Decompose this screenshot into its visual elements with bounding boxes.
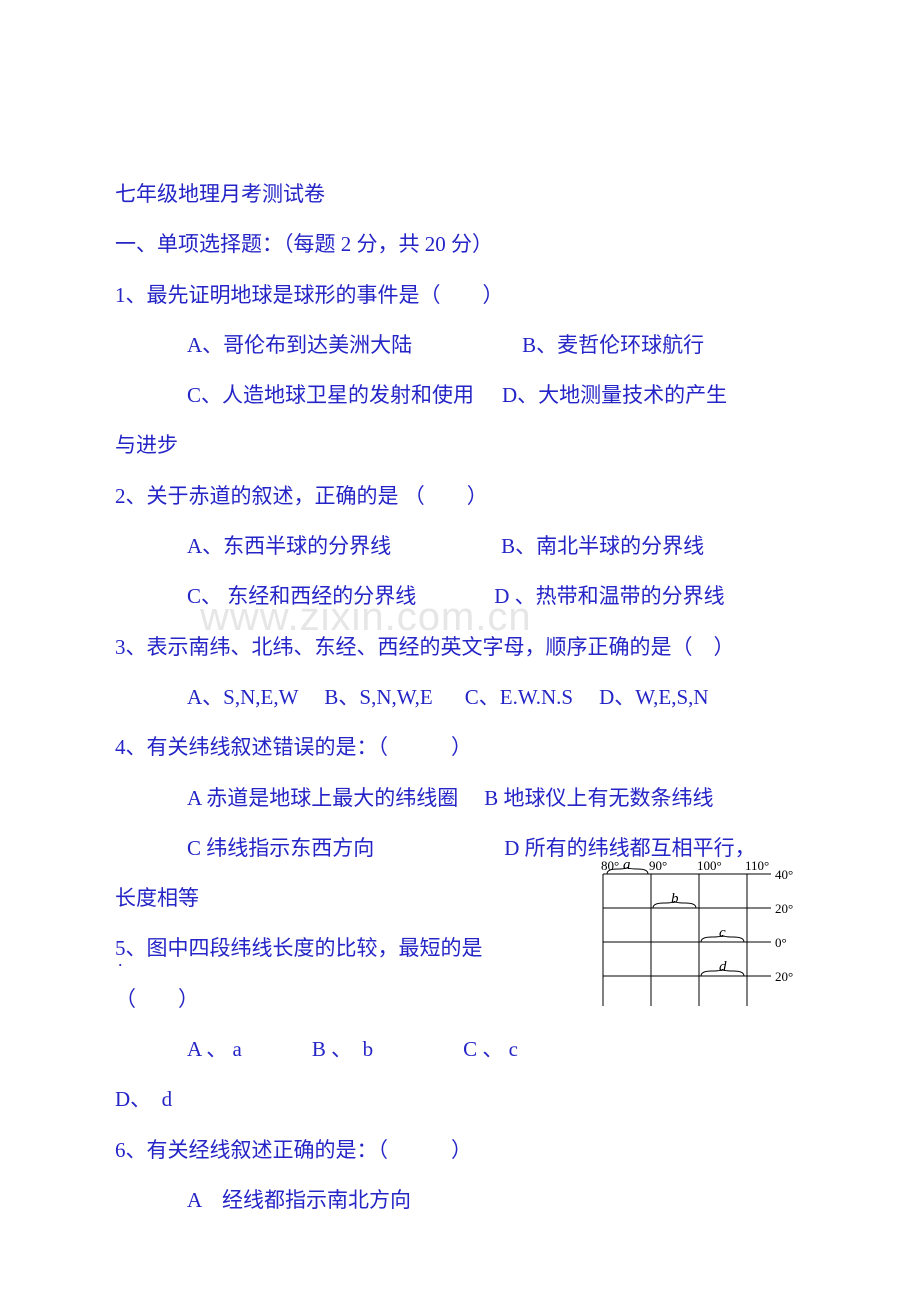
q5-option-d: D、 d	[115, 1075, 805, 1123]
q4-stem: 4、有关纬线叙述错误的是：（ ）	[115, 723, 805, 771]
q4-option-d: D 所有的纬线都互相平行，	[504, 836, 755, 860]
q3-stem: 3、表示南纬、北纬、东经、西经的英文字母，顺序正确的是（ ）	[115, 623, 805, 671]
section-heading: 一、单项选择题：（每题 2 分，共 20 分）	[115, 220, 805, 268]
q2-stem: 2、关于赤道的叙述，正确的是 （ ）	[115, 472, 805, 520]
q4-option-d-cont: 长度相等	[115, 874, 805, 922]
q1-options-row2: C、人造地球卫星的发射和使用 D、大地测量技术的产生	[115, 371, 805, 419]
q1-option-c: C、人造地球卫星的发射和使用	[187, 383, 474, 407]
q1-option-b: B、麦哲伦环球航行	[522, 333, 704, 357]
q3-options: A、S,N,E,W B、S,N,W,E C、E.W.N.S D、W,E,S,N	[115, 673, 805, 721]
q2-option-b: B、南北半球的分界线	[501, 534, 704, 558]
q5-options-row1: A 、 a B 、 b C 、 c	[115, 1025, 805, 1073]
q5-stem-text: 、图中四段纬线长度的比较，最短的是	[126, 936, 483, 960]
q2-options-row1: A、东西半球的分界线 B、南北半球的分界线	[115, 522, 805, 570]
q4-option-a: A 赤道是地球上最大的纬线圈	[187, 786, 458, 810]
q3-option-c: C、E.W.N.S	[465, 685, 573, 709]
q1-option-d-cont: 与进步	[115, 421, 805, 469]
q1-option-a: A、哥伦布到达美洲大陆	[187, 333, 412, 357]
q4-options-row2: C 纬线指示东西方向 D 所有的纬线都互相平行，	[115, 824, 805, 872]
q1-option-d: D、大地测量技术的产生	[502, 383, 727, 407]
q3-option-b: B、S,N,W,E	[324, 685, 432, 709]
q5-option-b: B 、 b	[312, 1037, 373, 1061]
title: 七年级地理月考测试卷	[115, 170, 805, 218]
q5-stem-row2: （ ）	[115, 975, 805, 1023]
q4-options-row1: A 赤道是地球上最大的纬线圈 B 地球仪上有无数条纬线	[115, 774, 805, 822]
q4-option-c: C 纬线指示东西方向	[187, 836, 374, 860]
q3-option-d: D、W,E,S,N	[599, 685, 708, 709]
q6-option-a: A 经线都指示南北方向	[115, 1176, 805, 1224]
q4-option-b: B 地球仪上有无数条纬线	[484, 786, 713, 810]
q6-stem: 6、有关经线叙述正确的是：（ ）	[115, 1126, 805, 1174]
q5-option-c: C 、 c	[463, 1037, 518, 1061]
q3-option-a: A、S,N,E,W	[187, 685, 298, 709]
q1-options-row1: A、哥伦布到达美洲大陆 B、麦哲伦环球航行	[115, 321, 805, 369]
q2-option-a: A、东西半球的分界线	[187, 534, 391, 558]
q2-option-c: C、 东经和西经的分界线	[187, 584, 416, 608]
q5-option-a: A 、 a	[187, 1037, 242, 1061]
document-content: 七年级地理月考测试卷 一、单项选择题：（每题 2 分，共 20 分） 1、最先证…	[115, 170, 805, 1224]
q5-stem-num: 5	[115, 924, 126, 972]
q5-stem-row1: 5、图中四段纬线长度的比较，最短的是	[115, 924, 805, 972]
q1-stem: 1、最先证明地球是球形的事件是（ ）	[115, 271, 805, 319]
q2-options-row2: C、 东经和西经的分界线 D 、热带和温带的分界线	[115, 572, 805, 620]
q2-option-d: D 、热带和温带的分界线	[494, 584, 724, 608]
